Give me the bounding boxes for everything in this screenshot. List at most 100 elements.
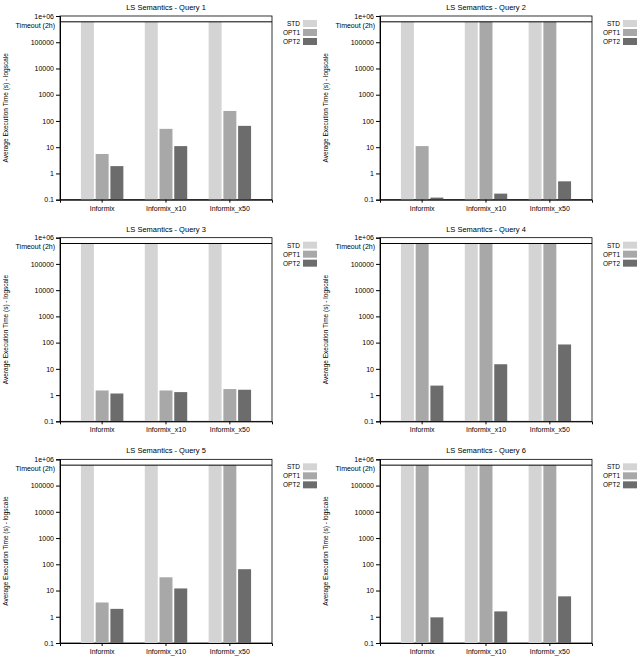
y-axis-title: Average Execution Time (s) - logscale [2,53,10,163]
legend-swatch [623,481,637,488]
legend: STDOPT1OPT2 [283,20,317,45]
y-tick-label: 1 [50,392,54,399]
x-tick-mark [166,421,167,424]
y-tick: 10 [46,366,60,373]
bar [81,465,94,643]
y-tick: 10 [366,366,380,373]
legend-label: STD [287,463,300,470]
legend-label: OPT2 [283,38,300,45]
y-tick-label: 10 [366,144,374,151]
annotation-label: Timeout (2h) [16,465,55,473]
annotation-label: Timeout (2h) [336,22,375,30]
y-tick: 10 [46,587,60,594]
legend: STDOPT1OPT2 [603,242,637,267]
x-axis-line [61,644,273,647]
x-tick: Informix_x50 [210,643,250,656]
y-tick-label: 1000 [38,313,54,320]
plot-frame [380,459,592,643]
x-tick-label: Informix [410,205,435,212]
y-axis-title: Average Execution Time (s) - logscale [2,274,10,384]
bar [543,243,556,421]
x-tick: Informix [90,421,115,433]
y-tick-mark [56,16,60,17]
y-tick: 0.1 [44,418,60,425]
y-tick-label: 0.1 [364,640,374,647]
bars [380,22,592,200]
y-tick-mark [56,564,60,565]
bar [238,569,251,643]
legend-label: OPT1 [603,251,620,258]
y-tick-label: 1e+06 [34,13,54,20]
legend: STDOPT1OPT2 [283,242,317,267]
y-tick: 1 [50,170,60,177]
y-axis-title: Average Execution Time (s) - logscale [322,53,330,163]
legend: STDOPT1OPT2 [283,463,317,488]
x-tick-mark [549,421,550,424]
y-tick-label: 10 [46,144,54,151]
x-tick-label: Informix [90,648,115,655]
legend-swatch [623,38,637,45]
annotation-line [380,243,592,244]
y-tick-mark [56,42,60,43]
y-tick: 100 [362,339,380,346]
legend-label: STD [607,463,620,470]
bar [238,126,251,200]
y-axis-line [376,238,381,422]
plot-frame [60,238,272,422]
y-tick-mark [376,538,380,539]
legend-swatch [623,472,637,479]
x-tick-mark [166,643,167,646]
y-tick-label: 100 [362,561,374,568]
y-tick: 100000 [351,261,380,268]
y-tick-label: 10000 [35,509,55,516]
bar [401,243,414,421]
y-tick: 100000 [351,39,380,46]
y-tick-label: 100 [362,339,374,346]
legend-swatch [303,481,317,488]
y-tick: 10000 [355,509,380,516]
x-axis: InformixInformix_x10Informix_x50 [61,421,273,434]
legend-label: STD [607,242,620,249]
panel: Timeout (2h)0.11101001000100001000001e+0… [2,3,317,213]
plot-frame [60,459,272,643]
annotation-label: Timeout (2h) [16,22,55,30]
y-tick: 1e+06 [34,456,60,463]
y-tick-mark [376,512,380,513]
bars [60,465,272,643]
x-axis: InformixInformix_x10Informix_x50 [381,200,593,213]
bars [60,22,272,200]
x-tick-label: Informix [90,205,115,212]
y-tick: 100 [42,561,60,568]
x-tick: Informix_x10 [466,643,506,656]
y-tick: 10000 [35,509,60,516]
y-tick-mark [376,316,380,317]
y-tick-mark [56,264,60,265]
y-tick-mark [56,538,60,539]
y-tick-label: 1e+06 [34,456,54,463]
bar [223,111,236,200]
legend-swatch [303,251,317,258]
bar [81,22,94,200]
y-tick-mark [56,290,60,291]
annotation-line [380,465,592,466]
x-tick-label: Informix_x10 [146,205,186,213]
y-tick: 1000 [358,313,380,320]
panel: Timeout (2h)0.11101001000100001000001e+0… [322,446,637,656]
x-tick-mark [549,643,550,646]
y-tick: 10000 [35,287,60,294]
y-tick-label: 100000 [351,261,374,268]
bar [81,243,94,421]
y-tick: 1e+06 [354,456,380,463]
bar [558,181,571,199]
y-tick: 1000 [38,313,60,320]
x-tick-label: Informix [410,648,435,655]
x-tick-label: Informix [410,426,435,433]
chart-title: LS Semantics - Query 3 [126,225,206,234]
chart-title: LS Semantics - Query 6 [446,446,526,455]
y-tick-label: 10 [46,366,54,373]
y-tick-mark [56,395,60,396]
y-tick-mark [56,238,60,239]
x-tick-mark [229,643,230,646]
bar [430,617,443,643]
y-tick-mark [56,121,60,122]
